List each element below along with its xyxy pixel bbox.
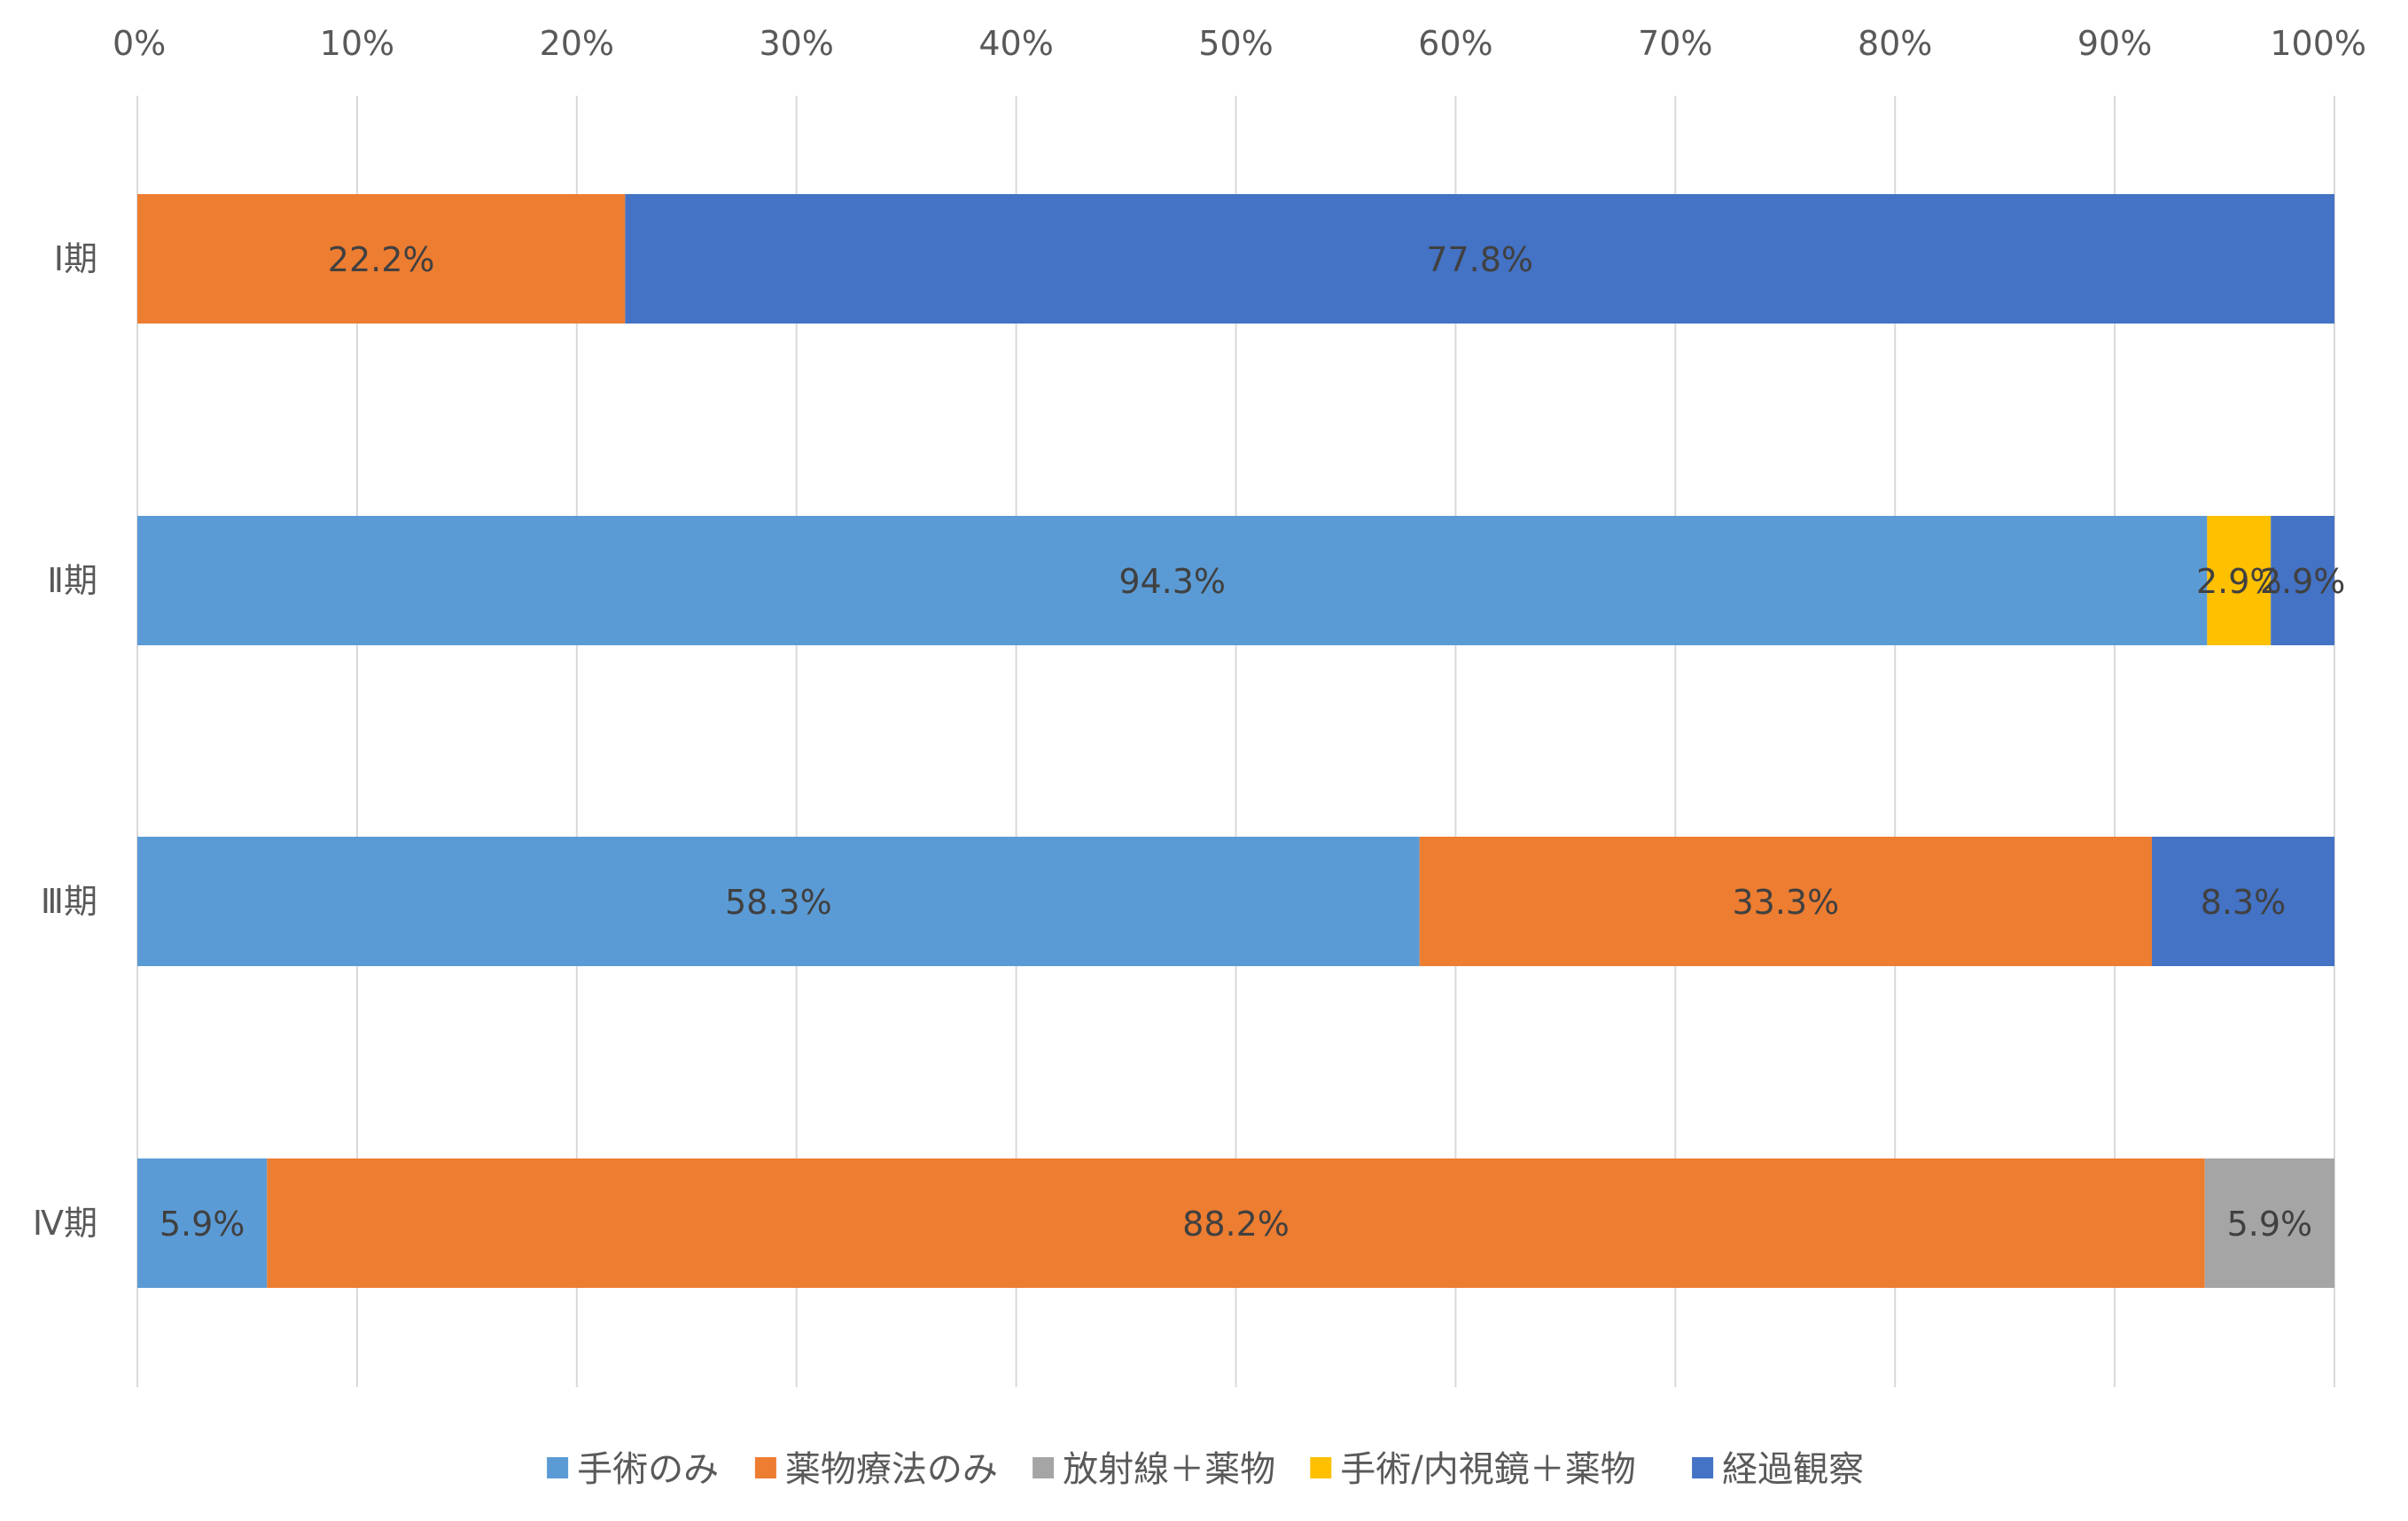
data-labels: 22.2% 77.8% 94.3% 2.9%2.9% 58.3% 33.3% 8.3% 5.9… (160, 240, 2346, 1244)
legend-label: 手術のみ (577, 1449, 719, 1490)
x-tick-label: 30% (759, 24, 833, 63)
category-label: Ⅱ期 (47, 561, 97, 600)
data-label: 22.2% (328, 240, 435, 279)
x-axis-ticks: 0% 10% 20% 30% 40% 50% 60% 70% 80% 90% 100% (113, 24, 2366, 63)
category-label: Ⅰ期 (54, 239, 97, 278)
legend-item: 放射線＋薬物 (1033, 1449, 1275, 1490)
x-tick-label: 80% (1858, 24, 1932, 63)
legend-swatch (754, 1457, 776, 1478)
category-label: Ⅲ期 (41, 882, 97, 921)
data-label: 8.3% (2201, 883, 2287, 922)
legend-item: 薬物療法のみ (754, 1449, 998, 1490)
data-label: 5.9% (2227, 1205, 2313, 1244)
legend-item: 経過観察 (1692, 1449, 1864, 1490)
data-label: 2.9% (2260, 562, 2346, 601)
bar-segment (2152, 837, 2334, 966)
x-tick-label: 40% (978, 24, 1053, 63)
bar-segment (137, 516, 2208, 645)
x-tick-label: 70% (1638, 24, 1712, 63)
data-label: 88.2% (1182, 1205, 1290, 1244)
legend-item: 手術のみ (547, 1449, 719, 1490)
x-tick-label: 90% (2077, 24, 2152, 63)
legend-item: 手術/内視鏡＋薬物 (1310, 1449, 1636, 1490)
legend-swatch (1692, 1457, 1714, 1478)
legend-label: 手術/内視鏡＋薬物 (1340, 1449, 1635, 1490)
category-label: Ⅳ期 (33, 1204, 97, 1243)
x-tick-label: 50% (1198, 24, 1273, 63)
legend-label: 放射線＋薬物 (1063, 1449, 1275, 1490)
data-label: 2.9% (2196, 562, 2282, 601)
legend-label: 薬物療法のみ (785, 1449, 998, 1490)
bar-segment (137, 194, 626, 324)
legend-swatch (547, 1457, 569, 1478)
data-label: 58.3% (725, 883, 832, 922)
y-axis-categories: Ⅰ期 Ⅱ期 Ⅲ期 Ⅳ期 (33, 239, 97, 1243)
bar-segment (2271, 516, 2334, 645)
bar-segment (267, 1158, 2205, 1288)
x-tick-label: 10% (320, 24, 394, 63)
data-label: 5.9% (160, 1205, 245, 1244)
bar-segment (2204, 1158, 2334, 1288)
x-tick-label: 60% (1418, 24, 1492, 63)
bar-segment (625, 194, 2334, 324)
bar-segment (2207, 516, 2272, 645)
bar-segment (1419, 837, 2153, 966)
x-tick-label: 0% (113, 24, 166, 63)
legend-label: 経過観察 (1722, 1449, 1864, 1490)
data-label: 77.8% (1426, 240, 1533, 279)
data-label: 94.3% (1118, 562, 1226, 601)
x-tick-label: 20% (540, 24, 614, 63)
bar-segment (137, 837, 1420, 966)
legend-swatch (1310, 1457, 1332, 1478)
data-label: 33.3% (1733, 883, 1840, 922)
bars (137, 194, 2334, 1288)
x-tick-label: 100% (2270, 24, 2366, 63)
legend-swatch (1033, 1457, 1055, 1478)
bar-segment (137, 1158, 268, 1288)
legend: 手術のみ 薬物療法のみ 放射線＋薬物 手術/内視鏡＋薬物 経過観察 (547, 1449, 1864, 1490)
